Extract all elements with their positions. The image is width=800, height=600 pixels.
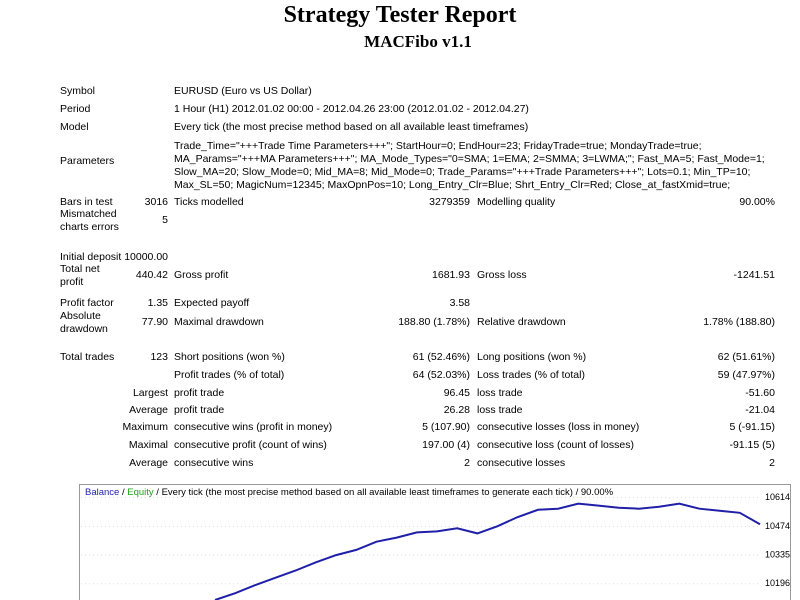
stat-label: Ticks modelled [174,196,244,208]
stat-label: Gross loss [477,269,527,281]
field-label: Symbol [60,85,96,97]
stat-value: 1.78% (188.80) [703,316,775,328]
stat-label: Long positions (won %) [477,351,587,363]
stat-label: profit trade [174,387,225,399]
stat-value: -21.04 [745,404,775,416]
field-value: EURUSD (Euro vs US Dollar) [174,85,312,97]
stat-label: Short positions (won %) [174,351,285,363]
stat-value: -51.60 [745,387,775,399]
stat-value: 197.00 (4) [422,439,470,451]
stat-label: Relative drawdown [477,316,566,328]
stat-value: 64 (52.03%) [412,369,470,381]
stat-value: 61 (52.46%) [412,351,470,363]
stat-label: consecutive losses [477,457,566,469]
stat-value: 2 [769,457,775,469]
stat-label: consecutive wins [174,457,254,469]
stat-label: Modelling quality [477,196,556,208]
row-lead: Average [129,457,168,469]
stat-label: Loss trades (% of total) [477,369,585,381]
stat-label: Bars in test [60,196,113,208]
stat-label: Initial deposit [60,251,122,263]
stat-label: consecutive loss (count of losses) [477,439,634,451]
stat-value: 3279359 [429,196,470,208]
stat-label: consecutive wins (profit in money) [174,421,333,433]
stat-value: 62 (51.61%) [717,351,775,363]
stat-value: 1.35 [147,297,168,309]
legend-equity: Equity [127,487,154,498]
row-lead: Maximal [128,439,168,451]
legend-balance: Balance [85,487,120,498]
stat-value: 1681.93 [432,269,470,281]
legend-model: Every tick (the most precise method base… [161,487,573,498]
field-value: Every tick (the most precise method base… [174,121,529,133]
chart-legend: Balance / Equity / Every tick (the most … [85,487,614,498]
stat-value: 59 (47.97%) [717,369,775,381]
report-title: Strategy Tester Report [283,2,517,28]
stat-label: Profit factor [60,297,114,309]
chart-frame [79,484,791,600]
stat-value: 5 [162,214,168,226]
chart: 10614 10474 10335 10196 [81,492,790,600]
y-tick-label: 10335 [765,549,790,559]
row-lead: Maximum [122,421,168,433]
stat-value: 123 [150,351,168,363]
report-subtitle: MACFibo v1.1 [364,32,472,51]
stat-value: 3016 [144,196,168,208]
field-label: Period [60,103,91,115]
stat-value: 5 (107.90) [422,421,470,433]
stat-label: Maximal drawdown [174,316,264,328]
y-tick-label: 10614 [765,492,790,502]
balance-line [214,502,761,600]
stat-value: 3.58 [449,297,470,309]
stat-label: Expected payoff [174,297,250,309]
stat-value: -1241.51 [733,269,775,281]
stat-label: Profit trades (% of total) [174,369,285,381]
stat-value: 90.00% [739,196,775,208]
stat-label: Gross profit [174,269,229,281]
stat-value: 77.90 [141,316,168,328]
stat-label: loss trade [477,387,523,399]
row-lead: Average [129,404,168,416]
stat-value: 440.42 [135,269,168,281]
field-label: Model [60,121,89,133]
y-tick-label: 10474 [765,521,790,531]
stat-value: 96.45 [443,387,470,399]
stat-value: 10000.00 [124,251,168,263]
field-label: Parameters [60,155,115,167]
field-value: Trade_Time="+++Trade Time Parameters+++"… [174,140,765,191]
stat-label: Absolute drawdown [60,310,108,335]
stat-label: consecutive profit (count of wins) [174,439,327,451]
row-lead: Largest [132,387,168,399]
stat-label: Total net profit [60,263,100,288]
stat-label: Total trades [60,351,115,363]
stat-value: 188.80 (1.78%) [398,316,470,328]
stat-label: Mismatched charts errors [60,208,119,233]
stat-value: 2 [464,457,470,469]
stat-label: profit trade [174,404,225,416]
y-tick-label: 10196 [765,578,790,588]
legend-quality: 90.00% [580,487,614,498]
stat-value: -91.15 (5) [729,439,775,451]
stat-value: 5 (-91.15) [729,421,775,433]
stat-label: loss trade [477,404,523,416]
field-value: 1 Hour (H1) 2012.01.02 00:00 - 2012.04.2… [174,103,529,115]
stat-label: consecutive losses (loss in money) [477,421,640,433]
stat-value: 26.28 [443,404,470,416]
